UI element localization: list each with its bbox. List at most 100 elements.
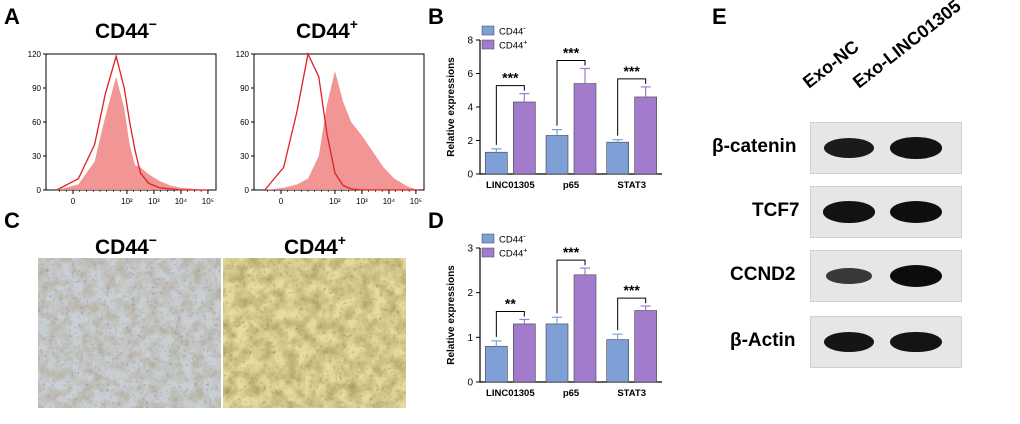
chart-d-bar <box>573 274 597 383</box>
wb-membrane-strip <box>810 186 962 238</box>
wb-band <box>823 201 875 223</box>
hist-a-right-x-tick-label: 0 <box>279 197 284 206</box>
chart-b-y-tick-label: 8 <box>467 36 473 47</box>
hist-a-right-y-tick-label: 120 <box>236 50 250 59</box>
chart-d-significance-bracket <box>617 297 647 331</box>
chart-b-significance-bracket <box>617 78 647 136</box>
hist-a-right-y-tick-label: 0 <box>245 186 250 195</box>
hist-a-left-y-tick-label: 30 <box>32 152 41 161</box>
chart-b-bar <box>606 141 629 175</box>
hist-a-right-outline-histogram <box>264 51 419 191</box>
chart-d-significance-label: *** <box>623 282 640 298</box>
hist-a-left-x-tick-label: 0 <box>71 197 76 206</box>
hist-a-right-x-tick-label: 10⁴ <box>383 197 396 206</box>
chart-b-x-tick-label: LINC01305 <box>486 180 535 191</box>
wb-row-label: β-catenin <box>712 136 797 157</box>
chart-b-x-tick-label: STAT3 <box>617 180 646 191</box>
chart-b-y-tick-label: 2 <box>467 136 473 147</box>
hist-a-left-x-tick-label: 10⁵ <box>202 197 214 206</box>
chart-b-y-tick-label: 6 <box>467 69 473 80</box>
chart-b-significance-label: *** <box>563 44 580 60</box>
chart-b-bar <box>485 151 508 175</box>
chart-b-significance-label: *** <box>502 70 519 86</box>
chart-d-legend-label: CD44+ <box>499 248 527 260</box>
chart-b-legend-swatch <box>481 39 495 50</box>
chart-d-y-tick-label: 3 <box>467 244 473 255</box>
chart-b-x-tick-label: p65 <box>563 180 580 191</box>
wb-membrane-strip <box>810 250 962 302</box>
hist-a-left-x-tick-label: 10² <box>121 197 133 206</box>
hist-a-left-filled-histogram <box>56 76 208 190</box>
hist-a-right-y-tick-label: 30 <box>240 152 249 161</box>
chart-b-legend-label: CD44+ <box>499 40 527 52</box>
wb-band <box>890 201 942 223</box>
panel-letter-c: C <box>4 208 20 233</box>
bar-chart-d: 0 1 2 3 Relative expressions ** LINC01305 *** p6… <box>446 233 662 399</box>
wb-band <box>890 137 942 159</box>
chart-b-y-axis-label: Relative expressions <box>446 57 457 157</box>
chart-d-y-tick-label: 1 <box>467 333 473 344</box>
hist-a-left-outline-histogram <box>56 53 208 191</box>
chart-d-significance-bracket <box>556 259 586 314</box>
wb-band <box>890 265 942 287</box>
hist-a-right-y-tick-label: 60 <box>240 118 249 127</box>
hist-a-left-x-tick-label: 10⁴ <box>175 197 188 206</box>
chart-d-legend-swatch <box>481 233 495 244</box>
chart-d-y-axis-label: Relative expressions <box>446 265 457 365</box>
hist-a-right-x-tick-label: 10² <box>329 197 341 206</box>
chart-d-bar <box>545 323 569 383</box>
chart-d-y-tick-label: 0 <box>467 378 473 389</box>
wb-lane-label-exo-nc: Exo-NC <box>799 36 863 93</box>
wb-band <box>823 138 875 158</box>
hist-a-right-x-tick-label: 10⁵ <box>410 197 422 206</box>
panel-a-right-title: CD44+ <box>296 16 358 43</box>
wb-lane-label-exo-linc01305: Exo-LINC01305 <box>849 0 965 93</box>
chart-b-y-tick-label: 0 <box>467 170 473 181</box>
chart-d-significance-bracket <box>495 310 525 337</box>
panel-letter-d: D <box>428 208 444 233</box>
chart-d-bar <box>634 310 657 383</box>
chart-b-significance-label: *** <box>623 63 640 79</box>
chart-b-bar <box>634 96 657 175</box>
hist-a-left-y-tick-label: 0 <box>37 186 42 195</box>
wb-membrane-strip <box>810 316 962 368</box>
hist-a-right-filled-histogram <box>264 71 419 190</box>
hist-a-right-y-tick-label: 90 <box>240 84 249 93</box>
panel-a-left-title: CD44− <box>95 16 157 43</box>
chart-d-y-tick-label: 2 <box>467 288 473 299</box>
chart-d-legend-swatch <box>481 247 495 258</box>
hist-a-left-x-tick-label: 10³ <box>148 197 160 206</box>
chart-b-bar <box>573 83 597 175</box>
chart-b-y-tick-label: 4 <box>467 103 473 114</box>
wb-band <box>823 331 875 353</box>
chart-d-legend-label: CD44- <box>499 234 526 246</box>
panel-letter-a: A <box>4 4 20 29</box>
chart-d-bar <box>606 339 629 383</box>
ihc-image-cd44-pos <box>223 258 406 408</box>
hist-a-left-y-tick-label: 60 <box>32 118 41 127</box>
chart-d-x-tick-label: p65 <box>563 388 580 399</box>
ihc-image-cd44-neg <box>38 258 221 408</box>
wb-row-label: β-Actin <box>730 330 796 351</box>
histogram-cd44-pos: 120 90 60 30 0 0 10² 10³ 10⁴ 10⁵ <box>236 50 425 206</box>
wb-membrane-strip <box>810 122 962 174</box>
hist-a-left-y-tick-label: 120 <box>28 50 42 59</box>
wb-band <box>890 331 942 353</box>
chart-b-legend-swatch <box>481 25 495 36</box>
wb-row-label: TCF7 <box>752 200 800 221</box>
hist-a-right-x-tick-label: 10³ <box>356 197 368 206</box>
chart-b-legend-label: CD44- <box>499 26 526 38</box>
chart-d-x-tick-label: STAT3 <box>617 388 646 399</box>
chart-d-x-tick-label: LINC01305 <box>486 388 535 399</box>
bar-chart-b: 0 2 4 6 8 Relative expressions *** LINC01305 ***… <box>446 25 662 191</box>
chart-d-significance-label: *** <box>563 244 580 260</box>
chart-b-bar <box>545 135 569 175</box>
hist-a-left-y-tick-label: 90 <box>32 84 41 93</box>
chart-b-significance-bracket <box>556 59 586 126</box>
chart-b-bar <box>513 101 536 175</box>
chart-d-bar <box>513 323 536 383</box>
chart-d-significance-label: ** <box>505 295 516 311</box>
wb-band <box>825 268 873 284</box>
panel-letter-b: B <box>428 4 444 29</box>
wb-row-label: CCND2 <box>730 264 796 285</box>
